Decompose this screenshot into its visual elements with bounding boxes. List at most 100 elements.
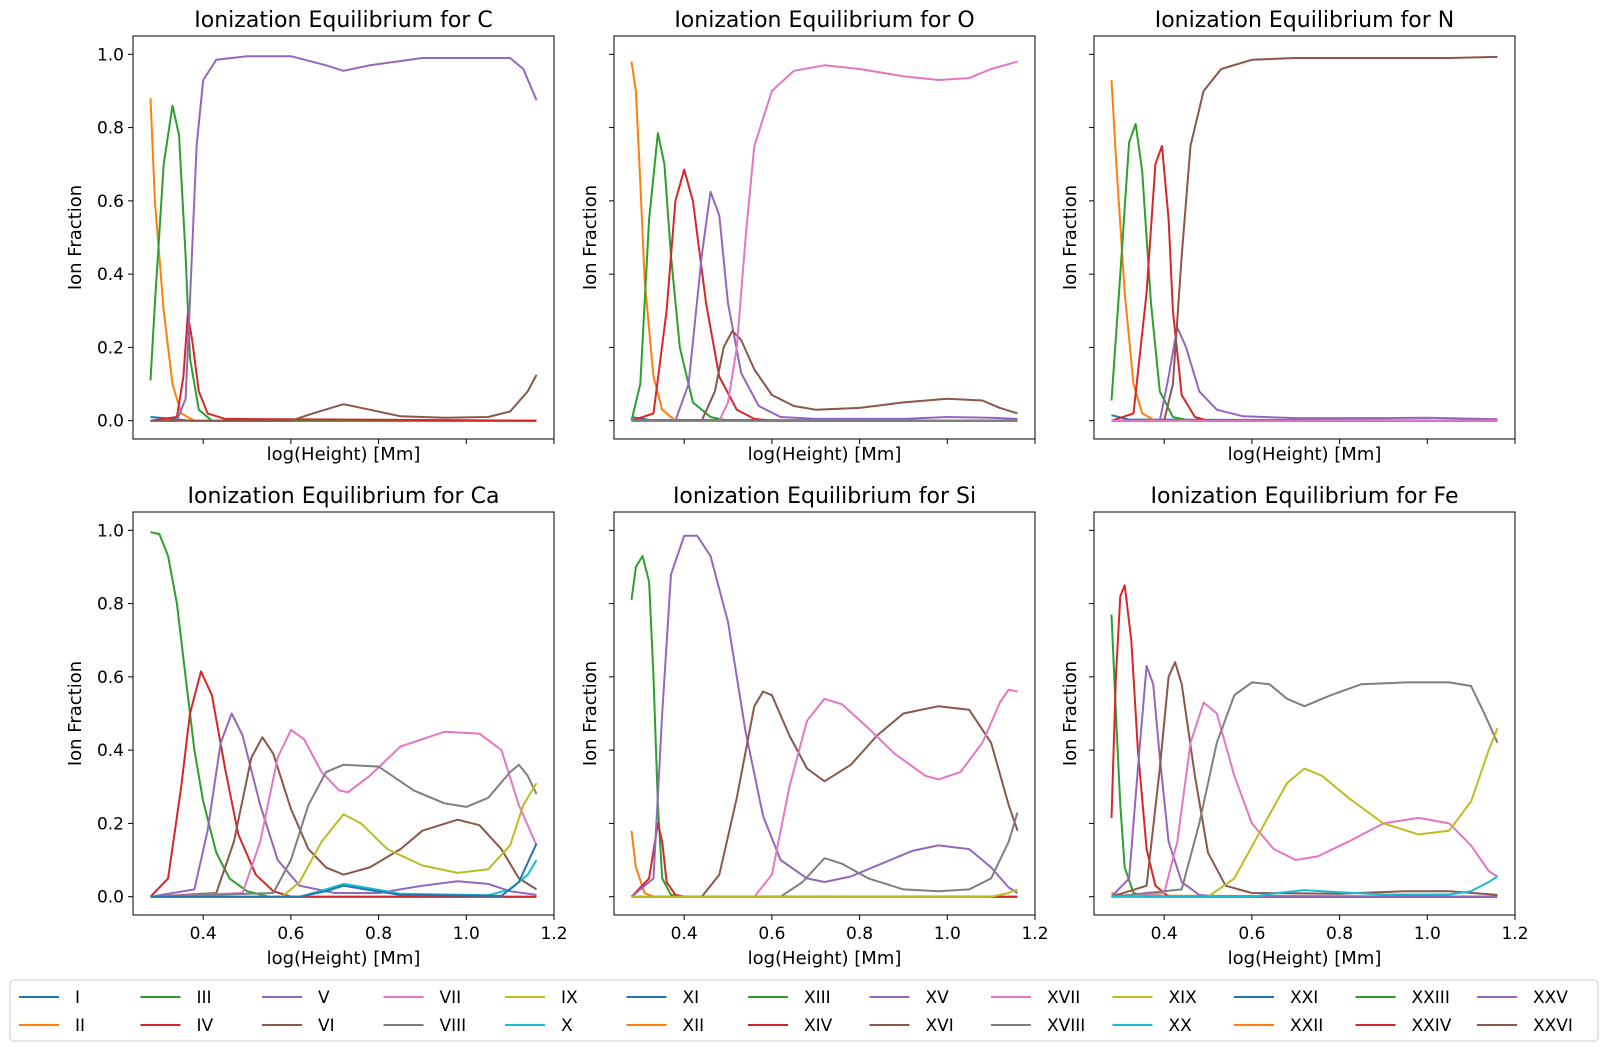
legend-label: XV xyxy=(926,988,950,1008)
axes-frame xyxy=(1093,511,1516,916)
series-group xyxy=(630,60,1018,422)
x-axis-label: log(Height) [Mm] xyxy=(267,948,421,969)
legend: IIIIIIIVVVIVIIVIIIIXXXIXIIXIIIXIVXVXVIXV… xyxy=(9,979,1599,1042)
axes-frame xyxy=(613,35,1036,440)
series-line-VII xyxy=(1111,701,1499,898)
legend-label: X xyxy=(561,1016,573,1036)
legend-item: IV xyxy=(140,1016,214,1036)
legend-item: II xyxy=(19,1016,85,1036)
series-line-VII xyxy=(631,60,1018,422)
series-line-IV xyxy=(631,168,1018,422)
series-group xyxy=(630,534,1019,898)
x-axis-label: log(Height) [Mm] xyxy=(1228,948,1382,969)
legend-label: VII xyxy=(440,988,462,1008)
y-tick-label: 0.0 xyxy=(97,412,124,432)
series-line-VI xyxy=(150,736,538,898)
subplot-5: 0.4 0.6 0.8 1.0 1.2 Ionization Equilibrium fo… xyxy=(1060,484,1529,969)
subplot-title: Ionization Equilibrium for Fe xyxy=(1150,484,1458,509)
legend-label: III xyxy=(197,988,212,1008)
series-line-VIII xyxy=(1111,681,1499,898)
legend-label: XI xyxy=(683,988,700,1008)
series-line-III xyxy=(150,531,537,898)
legend-label: XVII xyxy=(1047,988,1080,1008)
series-line-IX xyxy=(631,888,1018,898)
series-line-VII xyxy=(631,688,1018,898)
legend-item: VIII xyxy=(383,1016,467,1036)
series-line-V xyxy=(631,190,1018,422)
x-tick-label: 0.8 xyxy=(1326,924,1353,944)
x-tick-label: 0.8 xyxy=(846,924,873,944)
x-tick-label: 0.4 xyxy=(190,924,217,944)
y-axis-label: Ion Fraction xyxy=(580,185,601,290)
x-tick-label: 1.0 xyxy=(934,924,961,944)
series-line-VI xyxy=(150,374,538,422)
series-line-II xyxy=(149,98,537,422)
x-tick-label: 0.8 xyxy=(365,924,392,944)
legend-label: XX xyxy=(1169,1016,1193,1036)
y-axis-label: Ion Fraction xyxy=(580,661,601,766)
x-tick-label: 1.0 xyxy=(453,924,480,944)
legend-item: XXV xyxy=(1477,988,1568,1008)
legend-item: VI xyxy=(262,1016,335,1036)
y-axis-label: Ion Fraction xyxy=(65,661,86,766)
series-group xyxy=(149,55,538,422)
y-tick-label: 1.0 xyxy=(97,521,124,541)
legend-label: XXIII xyxy=(1412,988,1450,1008)
subplot-title: Ionization Equilibrium for C xyxy=(194,8,492,33)
legend-item: I xyxy=(19,988,80,1008)
legend-label: XXV xyxy=(1533,988,1568,1008)
series-line-IV xyxy=(1111,144,1498,422)
y-tick-label: 0.0 xyxy=(97,888,124,908)
legend-item: XV xyxy=(869,988,950,1008)
x-tick-label: 0.6 xyxy=(758,924,785,944)
legend-item: XVI xyxy=(869,1016,954,1036)
legend-item: XXI xyxy=(1234,988,1318,1008)
y-tick-label: 0.4 xyxy=(97,265,124,285)
subplot-3: 0.4 0.6 0.8 1.0 1.2 0.0 0.2 0.4 0.6 0.8 1.0 Ionizat… xyxy=(65,484,568,969)
y-tick-label: 0.2 xyxy=(97,338,124,358)
series-line-V xyxy=(630,534,1019,898)
legend-item: XVII xyxy=(991,988,1080,1008)
x-tick-label: 0.4 xyxy=(1151,924,1178,944)
series-line-III xyxy=(149,104,537,422)
legend-label: IX xyxy=(561,988,578,1008)
axes-frame xyxy=(132,511,555,916)
legend-label: VIII xyxy=(440,1016,467,1036)
legend-label: XVIII xyxy=(1047,1016,1085,1036)
y-axis-label: Ion Fraction xyxy=(65,185,86,290)
series-line-IV xyxy=(630,822,1018,898)
legend-item: IX xyxy=(505,988,578,1008)
legend-item: XII xyxy=(626,1016,704,1036)
legend-item: XIV xyxy=(748,1016,833,1036)
series-line-II xyxy=(630,61,1018,422)
x-axis-label: log(Height) [Mm] xyxy=(748,948,902,969)
subplot-title: Ionization Equilibrium for N xyxy=(1155,8,1455,33)
series-line-VII xyxy=(150,729,538,898)
subplot-0: 0.0 0.2 0.4 0.6 0.8 1.0 Ionization Equilibrium… xyxy=(65,8,555,465)
y-tick-label: 0.8 xyxy=(97,119,124,139)
legend-item: X xyxy=(505,1016,573,1036)
series-line-III xyxy=(630,555,1018,898)
legend-item: XXIII xyxy=(1355,988,1450,1008)
legend-item: XXIV xyxy=(1355,1016,1452,1036)
series-line-VI xyxy=(631,329,1018,422)
legend-label: XIV xyxy=(804,1016,833,1036)
legend-item: XIII xyxy=(748,988,831,1008)
legend-label: XVI xyxy=(926,1016,954,1036)
x-axis-label: log(Height) [Mm] xyxy=(1228,444,1382,465)
legend-item: III xyxy=(140,988,212,1008)
series-line-VI xyxy=(631,690,1019,898)
x-tick-label: 1.0 xyxy=(1414,924,1441,944)
series-line-VI xyxy=(1111,661,1498,898)
series-line-VIII xyxy=(150,763,538,898)
y-tick-label: 0.2 xyxy=(97,814,124,834)
series-line-IV xyxy=(150,313,537,422)
axes-frame xyxy=(132,35,555,440)
series-line-IX xyxy=(150,782,538,898)
axes-frame xyxy=(613,511,1036,916)
subplot-title: Ionization Equilibrium for Ca xyxy=(188,484,500,509)
y-tick-label: 0.4 xyxy=(97,741,124,761)
legend-label: II xyxy=(75,1016,85,1036)
legend-label: I xyxy=(75,988,80,1008)
legend-item: XVIII xyxy=(991,1016,1085,1036)
